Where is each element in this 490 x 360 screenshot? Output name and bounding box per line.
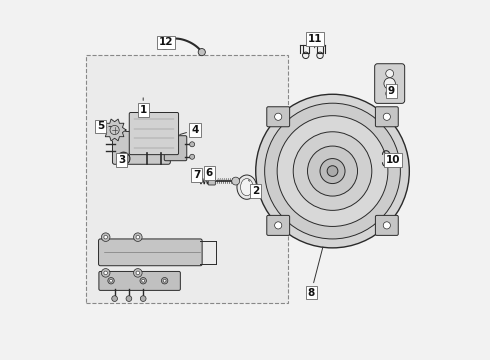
FancyBboxPatch shape [129, 112, 178, 155]
FancyBboxPatch shape [208, 177, 215, 185]
Circle shape [134, 233, 142, 242]
Circle shape [327, 166, 338, 176]
Ellipse shape [241, 179, 253, 196]
Circle shape [136, 271, 140, 275]
FancyBboxPatch shape [267, 107, 290, 127]
Text: 12: 12 [158, 37, 173, 48]
Text: 2: 2 [248, 180, 259, 196]
Circle shape [308, 146, 358, 196]
Circle shape [101, 233, 110, 242]
FancyBboxPatch shape [164, 136, 187, 161]
Text: 1: 1 [140, 98, 147, 115]
Circle shape [383, 222, 391, 229]
Circle shape [265, 103, 400, 239]
Text: 4: 4 [180, 125, 198, 135]
Circle shape [384, 78, 395, 89]
Circle shape [256, 94, 409, 248]
Circle shape [293, 132, 372, 210]
Circle shape [140, 278, 147, 284]
Circle shape [198, 49, 205, 56]
Circle shape [386, 69, 393, 77]
Circle shape [161, 42, 168, 50]
Circle shape [383, 113, 391, 120]
Circle shape [110, 279, 113, 282]
Circle shape [320, 158, 345, 184]
FancyBboxPatch shape [267, 215, 290, 235]
Circle shape [136, 235, 140, 239]
Circle shape [117, 152, 130, 165]
Circle shape [134, 269, 142, 277]
Text: 3: 3 [118, 156, 125, 166]
Circle shape [142, 279, 145, 282]
Circle shape [274, 113, 282, 120]
Circle shape [161, 278, 168, 284]
FancyBboxPatch shape [113, 131, 171, 164]
Text: 6: 6 [206, 168, 213, 178]
Text: 11: 11 [307, 34, 322, 48]
Circle shape [104, 235, 107, 239]
Circle shape [104, 271, 107, 275]
Circle shape [232, 177, 240, 185]
Circle shape [126, 296, 132, 301]
FancyBboxPatch shape [375, 64, 405, 103]
Bar [86, 55, 288, 303]
Text: 10: 10 [386, 156, 400, 165]
Polygon shape [103, 119, 126, 141]
Circle shape [121, 156, 127, 162]
FancyBboxPatch shape [99, 271, 180, 291]
Circle shape [277, 116, 388, 226]
Circle shape [163, 279, 166, 282]
Text: 9: 9 [388, 86, 395, 96]
Circle shape [112, 296, 118, 301]
Circle shape [274, 222, 282, 229]
Text: 7: 7 [193, 170, 200, 180]
FancyBboxPatch shape [98, 239, 202, 266]
FancyBboxPatch shape [375, 215, 398, 235]
Circle shape [101, 269, 110, 277]
Circle shape [108, 278, 114, 284]
Ellipse shape [237, 175, 257, 199]
Circle shape [386, 90, 393, 98]
Text: 8: 8 [307, 247, 323, 297]
Circle shape [190, 154, 195, 159]
Circle shape [140, 296, 146, 301]
Circle shape [190, 142, 195, 147]
Text: 5: 5 [97, 121, 111, 131]
FancyBboxPatch shape [375, 107, 398, 127]
